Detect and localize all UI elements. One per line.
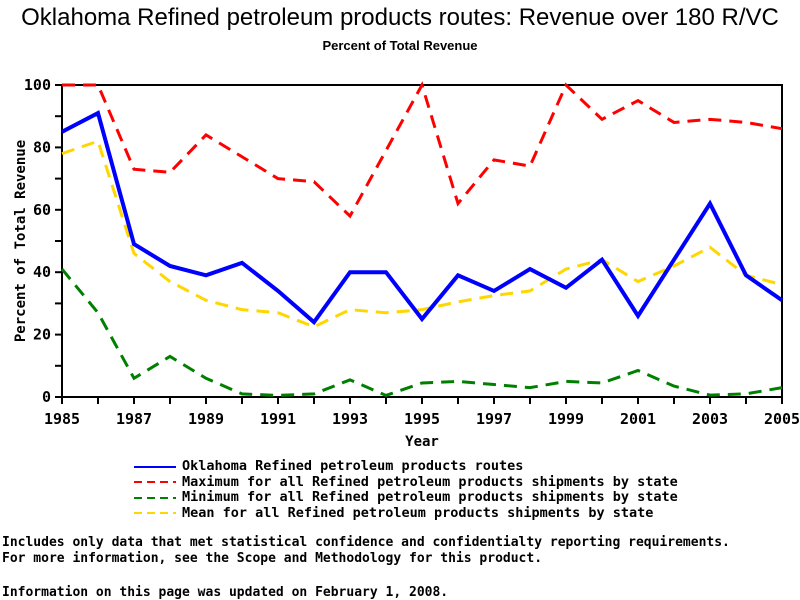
x-tick-label: 1987: [116, 410, 152, 428]
x-tick-label: 1999: [548, 410, 584, 428]
y-tick-label: 100: [24, 76, 51, 94]
legend-label: Maximum for all Refined petroleum produc…: [182, 473, 678, 490]
series-line-3: [61, 139, 783, 329]
legend-swatch-dashed-line: [134, 481, 176, 484]
x-axis-title: Year: [405, 434, 439, 450]
y-tick-label: 0: [42, 388, 51, 406]
legend-item-maximum: Maximum for all Refined petroleum produc…: [133, 473, 678, 491]
chart-subtitle: Percent of Total Revenue: [322, 38, 478, 53]
y-tick-label: 40: [33, 263, 51, 281]
x-tick-label: 2003: [692, 410, 728, 428]
series-line-1: [62, 81, 783, 219]
legend: Oklahoma Refined petroleum products rout…: [133, 458, 678, 522]
legend-label: Minimum for all Refined petroleum produc…: [182, 489, 678, 505]
chart-title: Oklahoma Refined petroleum products rout…: [21, 4, 779, 31]
y-tick-label: 20: [33, 326, 51, 344]
x-tick-label: 1995: [404, 410, 440, 428]
legend-swatch-solid-line: [134, 465, 176, 468]
legend-item-oklahoma: Oklahoma Refined petroleum products rout…: [133, 458, 678, 475]
plot-area: 0 20 40 60 80 100 1985 1987 1989 1991 1993 1995 1997…: [13, 76, 800, 450]
x-tick-label: 1991: [260, 410, 296, 428]
y-axis-title: Percent of Total Revenue: [13, 140, 29, 342]
x-tick-label: 1989: [188, 410, 224, 428]
footnote-line-1: Includes only data that met statistical …: [2, 535, 730, 550]
x-tick-label: 1993: [332, 410, 368, 428]
legend-label: Oklahoma Refined petroleum products rout…: [182, 458, 524, 474]
y-tick-label: 60: [33, 201, 51, 219]
plot-frame: [61, 84, 783, 398]
legend-item-minimum: Minimum for all Refined petroleum produc…: [133, 489, 678, 506]
legend-swatch-dashed-line: [134, 512, 176, 515]
footnote-line-2: For more information, see the Scope and …: [2, 551, 543, 566]
series-line-0: [61, 110, 784, 326]
y-tick-label: 80: [33, 138, 51, 156]
footnote-update-date: Information on this page was updated on …: [2, 585, 449, 600]
x-tick-label: 1997: [476, 410, 512, 428]
x-tick-label: 2005: [764, 410, 800, 428]
x-tick-label: 2001: [620, 410, 656, 428]
legend-label: Mean for all Refined petroleum products …: [182, 504, 654, 521]
series-line-2: [60, 268, 783, 398]
x-tick-label: 1985: [44, 410, 80, 428]
legend-item-mean: Mean for all Refined petroleum products …: [133, 504, 678, 522]
legend-swatch-dashed-line: [134, 496, 176, 499]
